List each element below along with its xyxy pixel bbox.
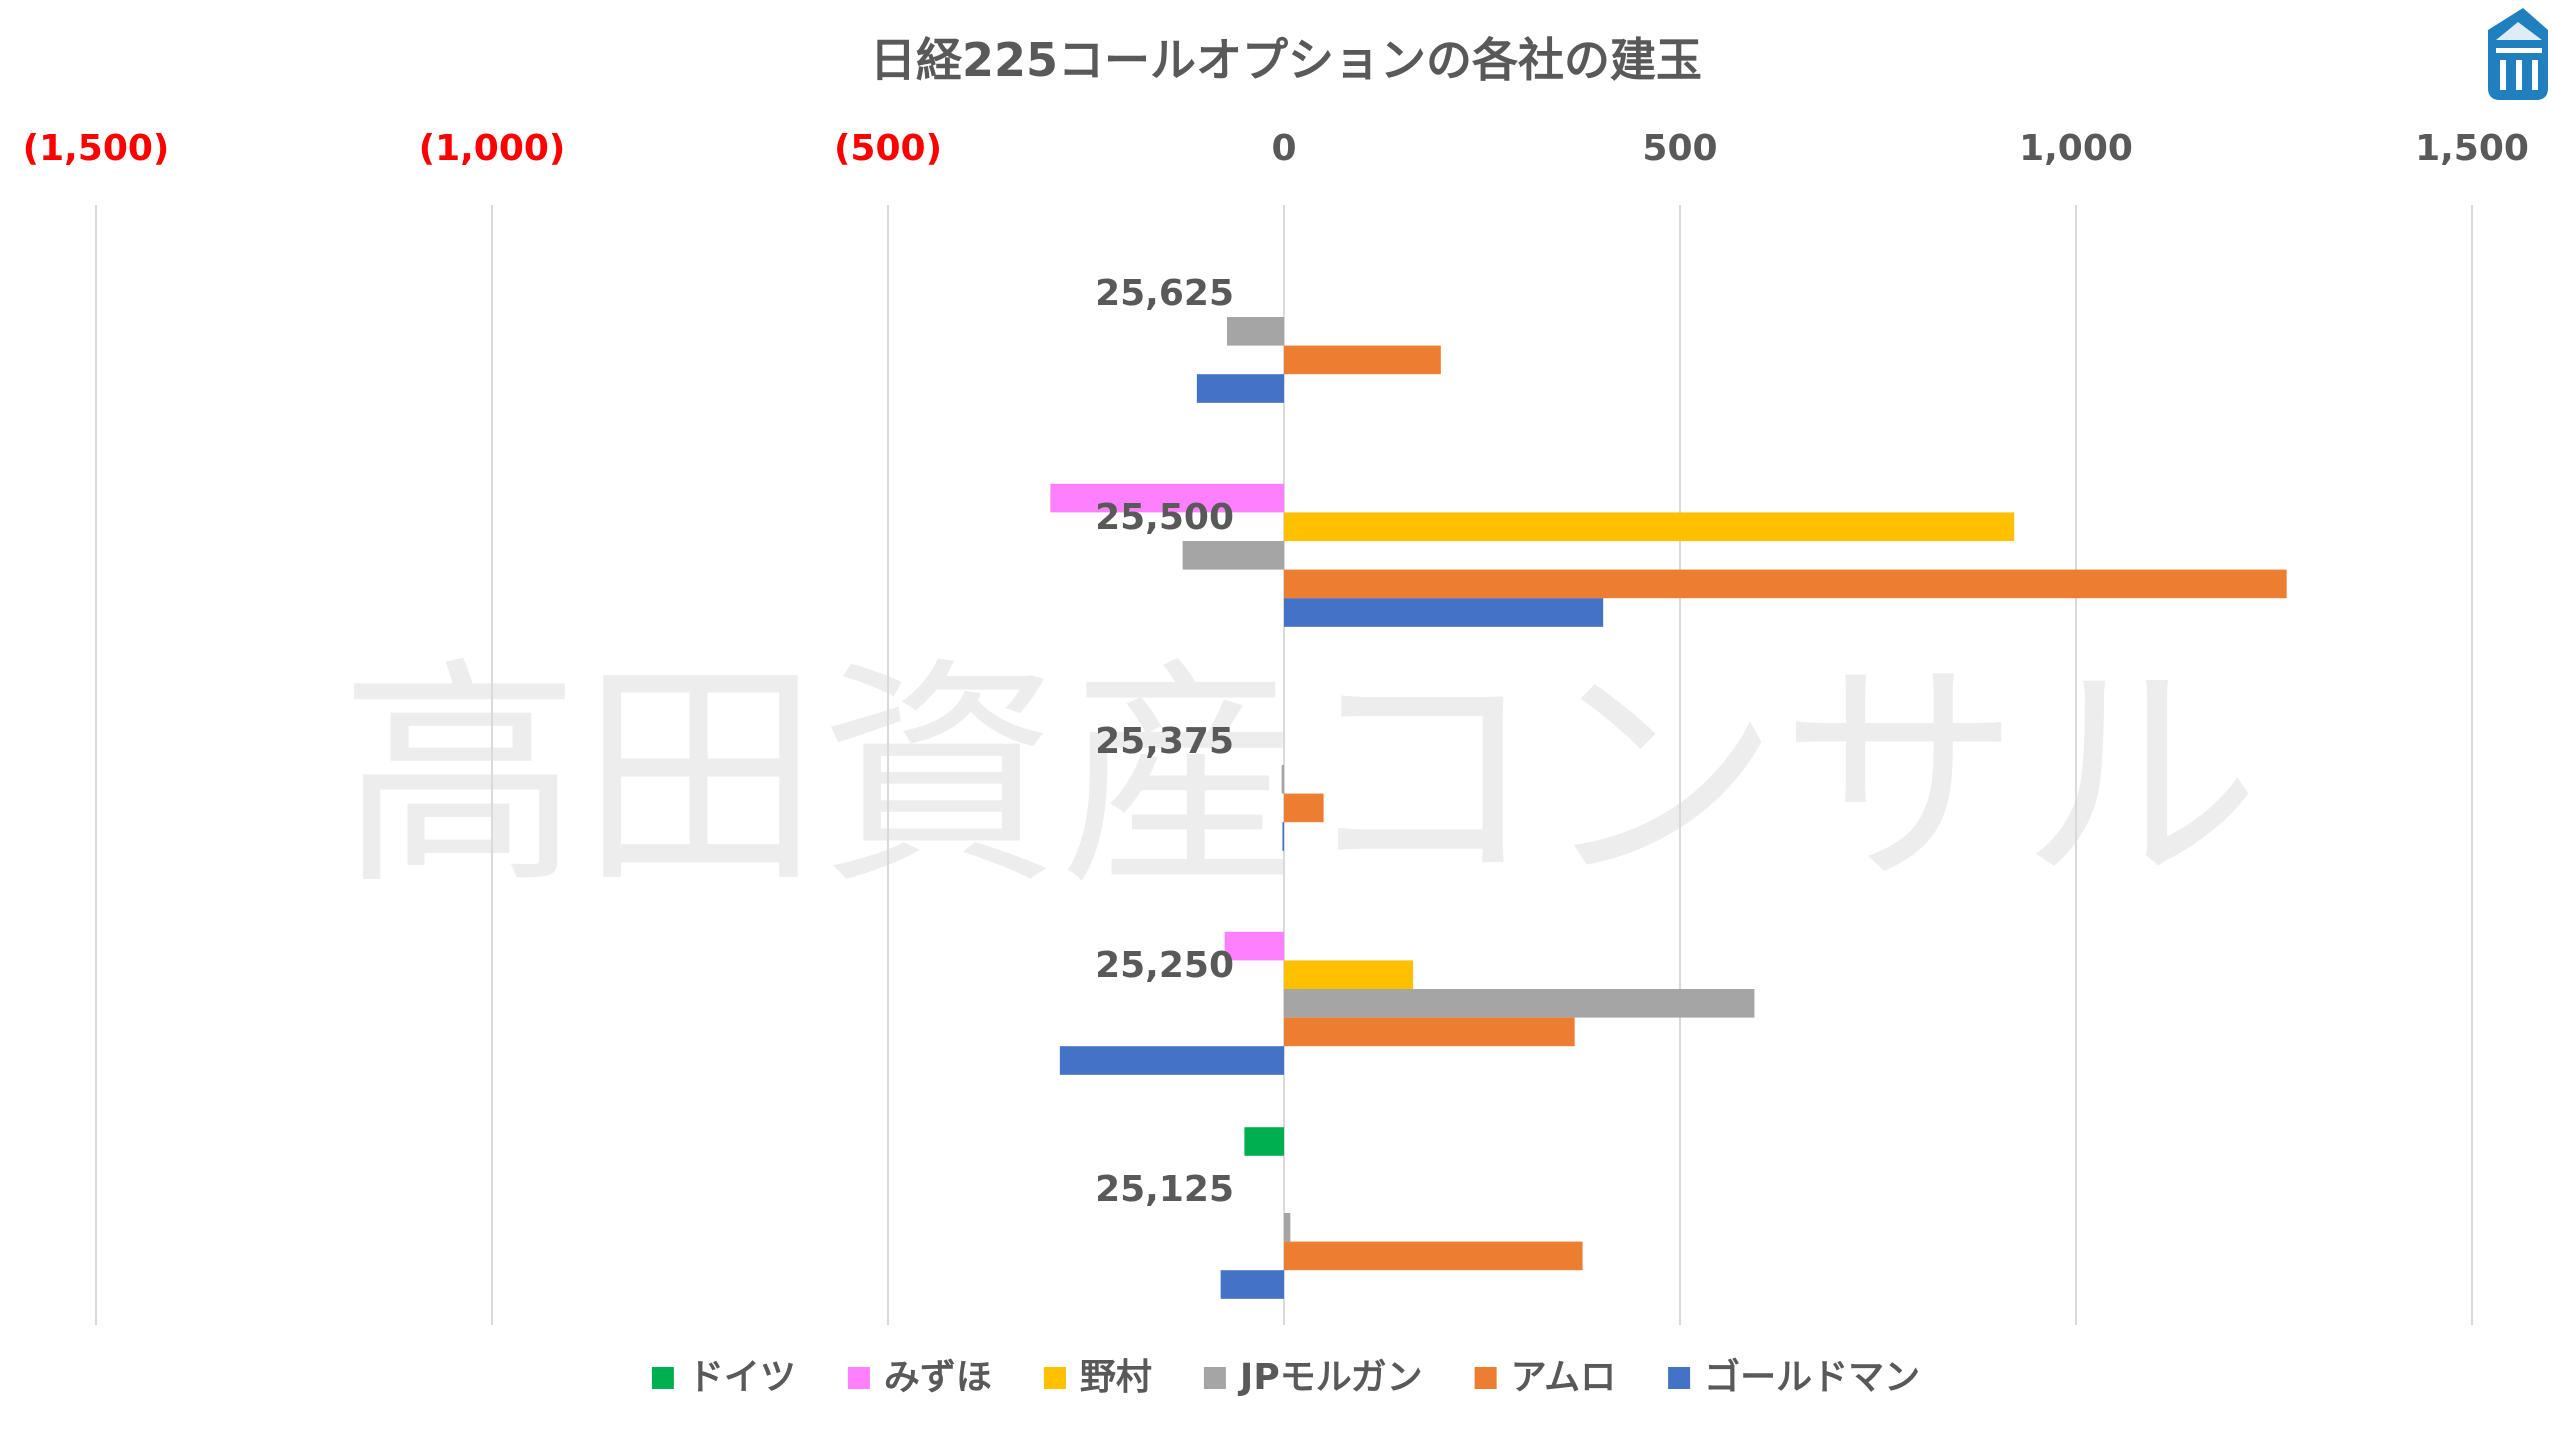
legend-label: 野村	[1080, 1357, 1152, 1398]
legend-swatch	[847, 1367, 870, 1389]
legend-swatch	[1203, 1367, 1226, 1389]
bar	[1284, 989, 1755, 1018]
bar	[1284, 512, 2015, 541]
category-label: 25,500	[1095, 497, 1234, 538]
legend: ドイツ みずほ 野村 JPモルガン アムロ ゴールドマン	[651, 1356, 1920, 1398]
bar	[1281, 765, 1284, 794]
x-tick-label: 1,000	[2019, 128, 2133, 169]
x-tick-label: 500	[1642, 128, 1717, 169]
legend-label: ゴールドマン	[1704, 1356, 1920, 1398]
legend-swatch	[1668, 1367, 1691, 1389]
legend-label: ドイツ	[688, 1357, 796, 1398]
bar	[1182, 541, 1284, 570]
bar	[1284, 598, 1604, 627]
bar	[1284, 1213, 1291, 1242]
legend-swatch	[1474, 1367, 1497, 1389]
bar	[1284, 1017, 1575, 1047]
x-axis-ticks: (1,500) (1,000) (500) 0 500 1,000 1,500	[23, 128, 2529, 169]
legend-label: JPモルガン	[1237, 1357, 1423, 1398]
category-label: 25,375	[1095, 721, 1234, 762]
category-label: 25,625	[1095, 273, 1234, 314]
legend-item: みずほ	[847, 1357, 992, 1398]
bar	[1244, 1127, 1284, 1156]
x-tick-label: 0	[1271, 128, 1296, 169]
legend-swatch	[1043, 1367, 1066, 1389]
category-label: 25,125	[1095, 1169, 1234, 1210]
legend-item: ドイツ	[651, 1357, 796, 1398]
bar	[1224, 931, 1284, 961]
bar	[1284, 569, 2287, 599]
category-labels: 25,625 25,500 25,375 25,250 25,125	[1095, 273, 1234, 1210]
x-tick-label: (1,500)	[23, 128, 170, 169]
legend-item: ゴールドマン	[1668, 1356, 1920, 1398]
legend-swatch	[651, 1367, 674, 1389]
bar	[1196, 374, 1284, 403]
legend-label: アムロ	[1511, 1357, 1616, 1398]
category-label: 25,250	[1095, 945, 1234, 986]
bar	[1220, 1270, 1284, 1299]
bar	[1284, 793, 1324, 823]
legend-label: みずほ	[884, 1357, 992, 1398]
x-tick-label: (1,000)	[419, 128, 566, 169]
legend-item: 野村	[1043, 1357, 1152, 1398]
bar	[1050, 483, 1284, 513]
x-tick-label: 1,500	[2415, 128, 2529, 169]
bar	[1284, 1241, 1583, 1271]
bar	[1284, 345, 1441, 375]
bar	[1226, 317, 1284, 346]
chart-title: 日経225コールオプションの各社の建玉	[870, 33, 1702, 87]
bar	[1059, 1046, 1284, 1075]
bar	[1284, 960, 1414, 989]
x-tick-label: (500)	[834, 128, 942, 169]
logo-icon	[2488, 8, 2548, 100]
legend-item: JPモルガン	[1203, 1357, 1423, 1398]
legend-item: アムロ	[1474, 1357, 1616, 1398]
watermark-text: 高田資産コンサル	[340, 637, 2260, 917]
bar	[1282, 822, 1284, 851]
bars-group	[1050, 317, 2287, 1299]
